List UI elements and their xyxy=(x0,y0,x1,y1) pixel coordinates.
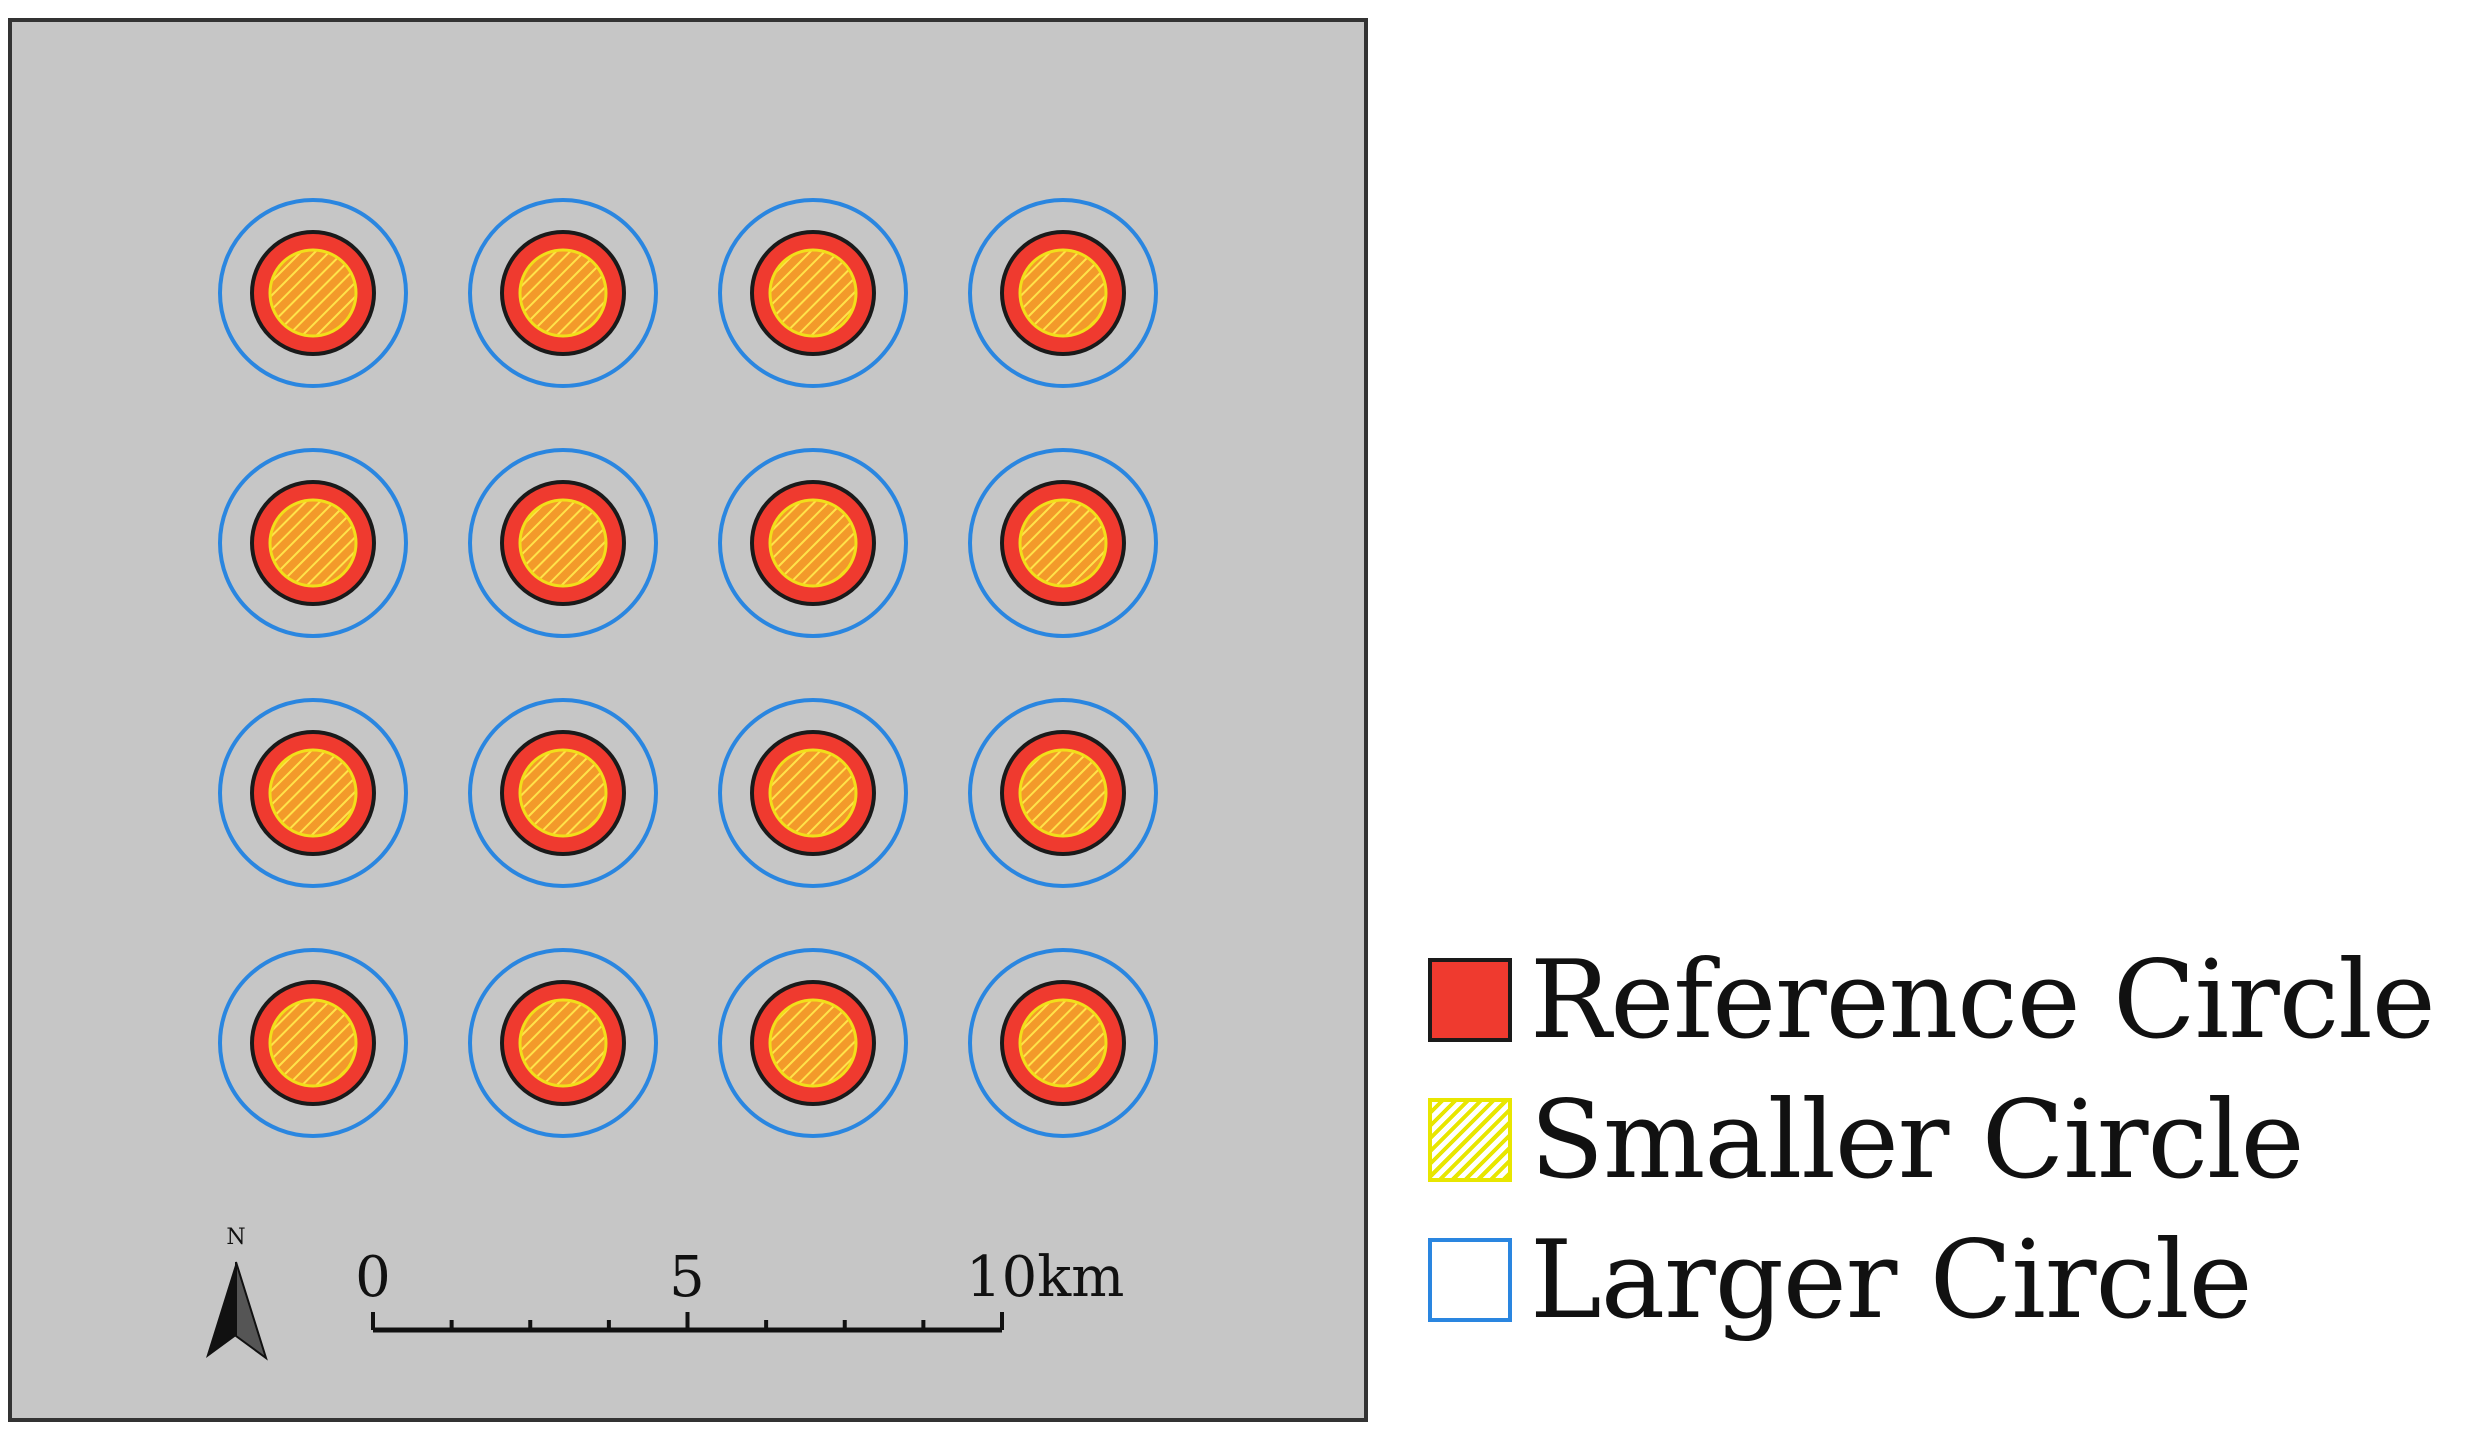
circle-site-r4-c2 xyxy=(468,948,658,1138)
circle-site-r3-c4 xyxy=(968,698,1158,888)
larger-circle xyxy=(718,698,908,888)
larger-circle xyxy=(718,948,908,1138)
legend-label-larger: Larger Circle xyxy=(1530,1217,2252,1343)
legend: Reference Circle Smaller Circle Larger C… xyxy=(1428,930,2478,1350)
larger-circle-swatch xyxy=(1428,1238,1512,1322)
smaller-circle xyxy=(518,248,608,338)
circle-site-r2-c4 xyxy=(968,448,1158,638)
smaller-circle xyxy=(518,748,608,838)
smaller-circle xyxy=(768,498,858,588)
circle-site-r4-c3 xyxy=(718,948,908,1138)
circle-site-r1-c1 xyxy=(218,198,408,388)
smaller-circle xyxy=(768,748,858,838)
smaller-circle xyxy=(1018,248,1108,338)
smaller-circle xyxy=(268,998,358,1088)
larger-circle xyxy=(218,448,408,638)
circle-site-r3-c3 xyxy=(718,698,908,888)
circle-site-r2-c2 xyxy=(468,448,658,638)
scale-ticks xyxy=(371,1312,1004,1330)
legend-item-reference: Reference Circle xyxy=(1428,930,2478,1070)
circle-site-r1-c3 xyxy=(718,198,908,388)
larger-circle xyxy=(968,948,1158,1138)
larger-circle xyxy=(218,198,408,388)
legend-item-larger: Larger Circle xyxy=(1428,1210,2478,1350)
smaller-circle xyxy=(1018,748,1108,838)
north-label: N xyxy=(226,1225,245,1250)
smaller-circle xyxy=(768,998,858,1088)
smaller-circle xyxy=(518,998,608,1088)
scale-label-5: 5 xyxy=(669,1245,705,1310)
smaller-circle xyxy=(518,498,608,588)
larger-circle xyxy=(468,198,658,388)
circle-grid xyxy=(218,198,1158,1138)
larger-circle xyxy=(218,948,408,1138)
north-arrow-icon: N xyxy=(206,1225,268,1361)
larger-circle xyxy=(718,198,908,388)
smaller-circle xyxy=(268,248,358,338)
circle-site-r1-c2 xyxy=(468,198,658,388)
map-frame xyxy=(8,18,1368,1422)
larger-circle xyxy=(468,448,658,638)
larger-circle xyxy=(468,698,658,888)
legend-label-reference: Reference Circle xyxy=(1530,937,2436,1063)
circle-site-r3-c2 xyxy=(468,698,658,888)
reference-circle-swatch xyxy=(1428,958,1512,1042)
smaller-circle-swatch xyxy=(1428,1098,1512,1182)
smaller-circle xyxy=(268,748,358,838)
circle-site-r1-c4 xyxy=(968,198,1158,388)
circle-site-r2-c1 xyxy=(218,448,408,638)
larger-circle xyxy=(968,198,1158,388)
legend-item-smaller: Smaller Circle xyxy=(1428,1070,2478,1210)
scale-bar: 0 5 10km xyxy=(355,1245,1124,1333)
circle-site-r3-c1 xyxy=(218,698,408,888)
larger-circle xyxy=(968,698,1158,888)
circle-site-r2-c3 xyxy=(718,448,908,638)
larger-circle xyxy=(718,448,908,638)
legend-label-smaller: Smaller Circle xyxy=(1530,1077,2304,1203)
larger-circle xyxy=(968,448,1158,638)
scale-label-0: 0 xyxy=(355,1245,391,1310)
smaller-circle xyxy=(268,498,358,588)
circle-site-r4-c4 xyxy=(968,948,1158,1138)
smaller-circle xyxy=(1018,998,1108,1088)
larger-circle xyxy=(468,948,658,1138)
larger-circle xyxy=(218,698,408,888)
smaller-circle xyxy=(1018,498,1108,588)
circle-site-r4-c1 xyxy=(218,948,408,1138)
scale-label-10km: 10km xyxy=(966,1245,1124,1310)
smaller-circle xyxy=(768,248,858,338)
